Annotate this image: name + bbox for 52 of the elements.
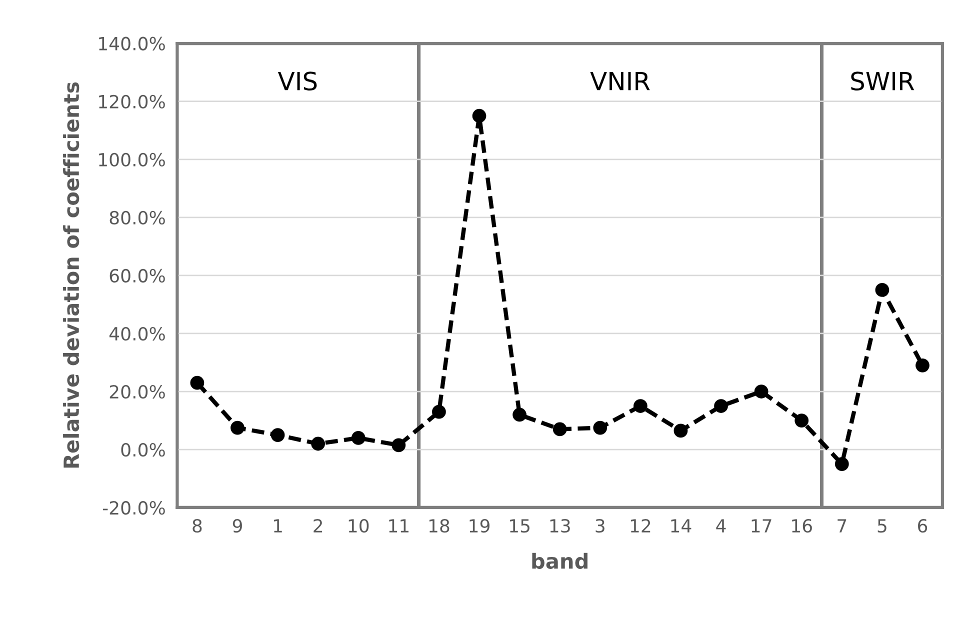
y-tick-label: 0.0%: [121, 443, 165, 457]
point: [916, 358, 930, 372]
y-tick-label: 60.0%: [110, 268, 165, 283]
y-tick-label: 100.0%: [99, 152, 165, 167]
x-tick-label: 10: [348, 519, 369, 533]
y-tick-label: 120.0%: [99, 94, 165, 108]
x-tick-label: 8: [192, 519, 202, 533]
y-tick-label: 40.0%: [109, 326, 165, 341]
x-tick-label: 12: [630, 519, 650, 532]
x-tick-label: 17: [752, 519, 772, 532]
point: [875, 283, 890, 297]
y-tick-label: -20.0%: [102, 501, 165, 515]
y-tick-label: 140.0%: [99, 36, 165, 50]
x-tick-label: 2: [314, 519, 322, 532]
x-tick-label: 19: [470, 519, 490, 533]
band-label: SWIR: [851, 72, 914, 91]
point: [834, 457, 849, 471]
point: [311, 436, 326, 451]
point: [674, 424, 688, 438]
x-tick-label: 14: [671, 519, 692, 532]
y-tick-label: 20.0%: [110, 384, 165, 399]
x-tick-label: 15: [510, 519, 530, 533]
x-tick-label: 16: [792, 519, 812, 533]
point: [754, 384, 768, 398]
x-tick-label: 3: [596, 519, 604, 533]
point: [714, 399, 728, 413]
point: [432, 404, 446, 419]
x-tick-label: 5: [878, 519, 886, 533]
point: [633, 399, 648, 413]
x-tick-label: 13: [550, 519, 570, 533]
point: [512, 408, 526, 422]
point: [472, 108, 486, 123]
point: [392, 438, 406, 452]
x-tick-label: 4: [716, 519, 726, 532]
point: [190, 376, 204, 390]
x-tick-label: 18: [429, 519, 450, 533]
point: [351, 431, 366, 445]
band-label: VNIR: [590, 72, 650, 90]
x-tick-label: 7: [838, 519, 846, 532]
x-tick-label: 9: [232, 519, 242, 533]
point: [794, 414, 809, 428]
x-axis-title: band: [532, 552, 588, 569]
y-axis-title: Relative deviation of coefficients: [63, 82, 80, 468]
point: [593, 420, 608, 435]
point: [552, 422, 567, 436]
point: [270, 428, 285, 442]
x-tick-label: 1: [274, 519, 282, 532]
x-tick-label: 6: [918, 519, 928, 533]
point: [230, 420, 244, 435]
x-tick-label: 11: [389, 519, 408, 532]
band-label: VIS: [278, 72, 317, 91]
y-tick-label: 80.0%: [110, 210, 165, 225]
